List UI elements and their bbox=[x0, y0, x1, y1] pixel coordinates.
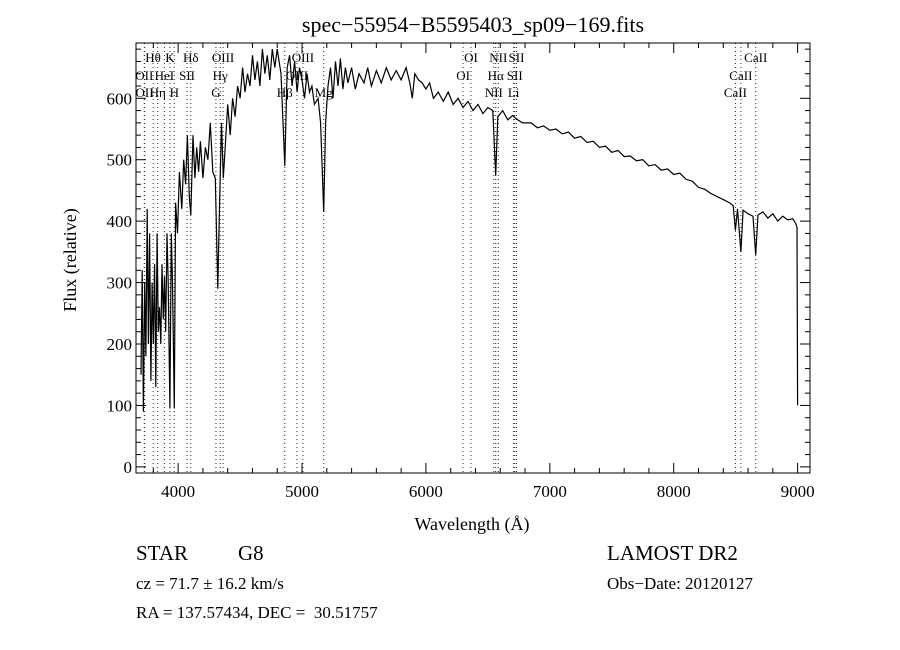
line-marker-label: Hα bbox=[488, 68, 504, 83]
y-axis-label: Flux (relative) bbox=[60, 208, 81, 311]
y-tick-label: 600 bbox=[107, 89, 133, 108]
line-marker-label: G bbox=[211, 85, 220, 100]
x-tick-label: 5000 bbox=[285, 482, 319, 501]
line-marker-label: Hθ bbox=[145, 50, 161, 65]
y-tick-label: 300 bbox=[107, 274, 133, 293]
line-marker-label: SII bbox=[509, 50, 525, 65]
line-marker-label: OII bbox=[136, 85, 154, 100]
line-marker-label: CaII bbox=[744, 50, 767, 65]
line-marker-label: NII bbox=[489, 50, 507, 65]
y-tick-label: 100 bbox=[107, 396, 133, 415]
line-marker-label: OI bbox=[456, 68, 470, 83]
x-tick-label: 6000 bbox=[409, 482, 443, 501]
line-marker-label: Mg bbox=[315, 85, 334, 100]
redshift: cz = 71.7 ± 16.2 km/s bbox=[136, 574, 284, 593]
line-marker-label: OIII bbox=[212, 50, 234, 65]
chart-title: spec−55954−B5595403_sp09−169.fits bbox=[302, 12, 644, 37]
object-class: STAR bbox=[136, 541, 188, 565]
x-tick-label: 4000 bbox=[161, 482, 195, 501]
line-marker-label: Hβ bbox=[277, 85, 293, 100]
x-axis-label: Wavelength (Å) bbox=[414, 514, 529, 535]
line-marker-label: H bbox=[170, 85, 179, 100]
x-tick-label: 7000 bbox=[533, 482, 567, 501]
x-tick-label: 9000 bbox=[781, 482, 815, 501]
line-marker-label: OIII bbox=[286, 68, 308, 83]
line-marker-label: NII bbox=[485, 85, 503, 100]
spectrum-line bbox=[140, 49, 799, 412]
spectrum-series bbox=[140, 49, 799, 412]
line-marker-label: CaII bbox=[724, 85, 747, 100]
line-marker-label: Li bbox=[508, 85, 520, 100]
line-marker-label: OIII bbox=[292, 50, 314, 65]
plot-frame bbox=[135, 42, 811, 474]
line-marker-label: HeI bbox=[155, 68, 175, 83]
line-marker-label: OI bbox=[464, 50, 478, 65]
line-marker-label: SII bbox=[179, 68, 195, 83]
coordinates: RA = 137.57434, DEC = 30.51757 bbox=[136, 603, 378, 622]
y-tick-label: 400 bbox=[107, 212, 133, 231]
line-marker-label: SII bbox=[507, 68, 523, 83]
line-marker-label: Hη bbox=[150, 85, 166, 100]
line-marker-label: Hγ bbox=[213, 68, 228, 83]
x-tick-label: 8000 bbox=[657, 482, 691, 501]
y-tick-label: 200 bbox=[107, 335, 133, 354]
y-tick-label: 0 bbox=[124, 458, 133, 477]
y-tick-label: 500 bbox=[107, 151, 133, 170]
survey-name: LAMOST DR2 bbox=[607, 541, 738, 565]
line-marker-label: Hδ bbox=[183, 50, 199, 65]
line-marker-label: CaII bbox=[729, 68, 752, 83]
obs-date: Obs−Date: 20120127 bbox=[607, 574, 754, 593]
subclass: G8 bbox=[238, 541, 264, 565]
axes: 4000 5000 6000 7000 8000 9000 0 100 200 300 400 500… bbox=[107, 43, 815, 501]
line-marker-label: K bbox=[165, 50, 175, 65]
